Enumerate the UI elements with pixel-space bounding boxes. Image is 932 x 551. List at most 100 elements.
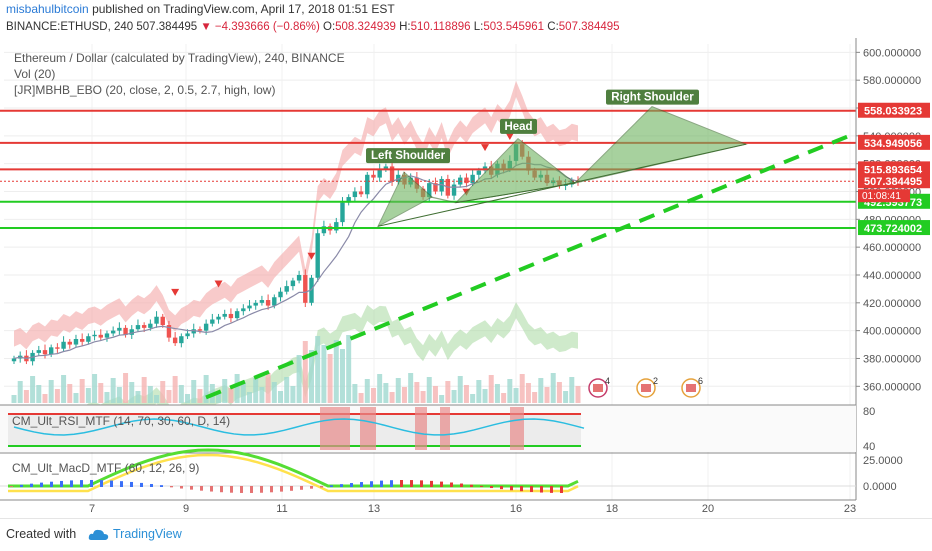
volume-bar (383, 383, 389, 403)
candle-body (259, 300, 265, 303)
volume-bar (73, 393, 79, 403)
candle-body (160, 316, 165, 326)
volume-bar (178, 385, 184, 403)
candle-body (216, 316, 221, 320)
macd-histogram-bar (410, 480, 413, 487)
candle-body (451, 184, 457, 196)
macd-histogram-bar (540, 486, 543, 493)
volume-bar (79, 379, 85, 403)
volume-bar (160, 381, 166, 403)
volume-bar (203, 375, 209, 403)
volume-bar (54, 389, 60, 403)
volume-bar (278, 391, 284, 403)
macd-histogram-bar (390, 480, 393, 487)
macd-histogram-bar (50, 481, 53, 487)
pattern-label: Right Shoulder (611, 92, 694, 104)
macd-histogram-bar (380, 480, 383, 487)
macd-histogram-bar (470, 484, 473, 487)
price-level-label: 507.384495 (864, 176, 922, 188)
macd-histogram-bar (150, 483, 153, 487)
candle-body (253, 302, 258, 306)
volume-bar (30, 376, 36, 403)
macd-histogram-bar (360, 482, 363, 487)
x-tick-label: 23 (844, 503, 856, 515)
volume-bar (513, 388, 519, 403)
candle-body (141, 325, 147, 328)
macd-histogram-bar (190, 486, 193, 490)
volume-bar (414, 382, 420, 403)
volume-bar (420, 391, 426, 403)
candle-body (365, 174, 370, 195)
sell-signal-marker (481, 144, 490, 152)
candle-body (563, 184, 568, 186)
rsi-overbought-zone (415, 407, 427, 450)
price-level-tag (858, 161, 930, 177)
candle-body (234, 311, 240, 319)
rsi-indicator-label: CM_Ult_RSI_MTF (14, 70, 30, 60, D, 14) (12, 414, 231, 428)
volume-bar (308, 350, 314, 403)
candle-body (321, 226, 327, 234)
candle-body (148, 323, 153, 328)
macd-histogram-bar (100, 480, 103, 487)
volume-bar (476, 380, 482, 403)
volume-bar (408, 373, 414, 403)
candle-body (166, 325, 172, 338)
macd-histogram-bar (270, 486, 273, 493)
candle-body (135, 325, 141, 330)
volume-bar (11, 395, 17, 403)
x-tick-label: 7 (89, 503, 95, 515)
volume-bar (501, 393, 507, 403)
macd-histogram-bar (550, 486, 553, 493)
event-count: 2 (653, 376, 658, 386)
y-tick-label: 460.000000 (863, 242, 921, 254)
rsi-band (8, 414, 581, 446)
x-tick-label: 9 (183, 503, 189, 515)
macd-histogram-bar (340, 484, 343, 487)
macd-histogram-bar (260, 486, 263, 493)
candle-body (476, 170, 482, 175)
macd-histogram-bar (290, 486, 293, 491)
macd-histogram-bar (280, 486, 283, 492)
volume-bar (61, 375, 67, 403)
volume-bar (23, 390, 29, 403)
candle-body (123, 327, 128, 335)
volume-bar (439, 395, 445, 403)
candle-body (371, 174, 376, 178)
pattern-label: Head (504, 121, 532, 133)
candle-body (86, 336, 91, 342)
volume-bar (482, 389, 488, 403)
price-level-label: 473.724002 (864, 223, 922, 235)
macd-histogram-bar (140, 482, 143, 487)
published-text: published on TradingView.com, April 17, … (92, 2, 395, 16)
candle-body (464, 177, 469, 184)
volume-bar (222, 379, 228, 403)
candle-body (179, 336, 184, 344)
volume-bar (395, 378, 401, 403)
high-value: 510.118896 (410, 21, 471, 33)
volume-bar (532, 392, 538, 403)
volume-bar (284, 377, 290, 403)
volume-bar (166, 390, 172, 403)
y-tick-label: 360.000000 (863, 381, 921, 393)
candle-body (48, 347, 54, 355)
volume-bar (228, 388, 234, 403)
volume-bar (445, 381, 451, 403)
tradingview-brand[interactable]: TradingView (113, 527, 182, 541)
pattern-label-bg (606, 89, 699, 105)
macd-histogram-bar (40, 482, 43, 487)
volume-bar (333, 340, 339, 403)
volume-bar (259, 387, 265, 403)
author-link[interactable]: misbahulbitcoin (6, 2, 89, 16)
candle-body (42, 350, 48, 355)
candle-body (98, 334, 103, 338)
macd-histogram-bar (20, 484, 23, 487)
candle-body (241, 308, 246, 312)
instrument-title: Ethereum / Dollar (calculated by Trading… (14, 51, 345, 65)
chart-area[interactable]: Left Shoulder Head Right Shoulder 4 2 6 360.0… (0, 38, 932, 518)
volume-bar (36, 385, 42, 403)
candle-body (185, 333, 190, 337)
candle-body (67, 341, 72, 345)
pattern-label-bg (500, 118, 537, 134)
volume-bar (364, 379, 370, 403)
volume-bar (457, 376, 463, 403)
